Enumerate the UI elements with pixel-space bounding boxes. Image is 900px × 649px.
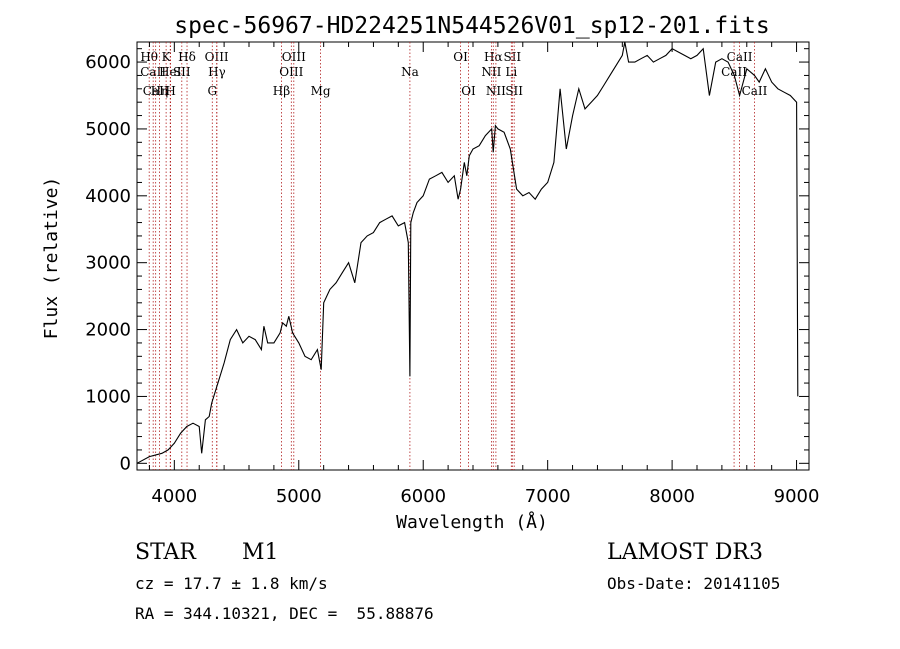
obs-date: Obs-Date: 20141105 bbox=[607, 574, 781, 593]
survey-name: LAMOST DR3 bbox=[607, 540, 763, 565]
spectral-line-label: SII bbox=[505, 84, 523, 98]
x-tick-label: 8000 bbox=[649, 486, 695, 507]
spectral-line-label: CaII bbox=[742, 84, 768, 98]
y-tick-label: 6000 bbox=[85, 52, 131, 73]
spectral-line-label: Na bbox=[401, 65, 419, 79]
spectral-line-label: HeI bbox=[159, 65, 182, 79]
spectrum-series-line bbox=[136, 41, 799, 464]
x-tick-label: 4000 bbox=[151, 486, 197, 507]
spectral-line-label: OI bbox=[461, 84, 476, 98]
spectral-line-label: CaII bbox=[727, 50, 753, 64]
spectral-line-label: NII bbox=[481, 65, 501, 79]
spectral-line-label: SII bbox=[173, 65, 191, 79]
spectral-line-label: OIII bbox=[279, 65, 303, 79]
spectral-line-label: CaII bbox=[143, 84, 169, 98]
spectral-line-label: NII bbox=[486, 84, 506, 98]
x-tick-label: 9000 bbox=[774, 486, 820, 507]
y-tick-label: 5000 bbox=[85, 119, 131, 140]
x-tick-label: 6000 bbox=[400, 486, 446, 507]
spectral-line-label: OIII bbox=[282, 50, 306, 64]
spectral-line-label: CaII bbox=[721, 65, 747, 79]
spectral-line-label: Hη bbox=[151, 84, 169, 98]
y-tick-label: 3000 bbox=[85, 253, 131, 274]
x-tick-label: 5000 bbox=[276, 486, 322, 507]
redshift-text: cz = 17.7 ± 1.8 km/s bbox=[135, 574, 328, 593]
spectral-line-label: H bbox=[165, 84, 175, 98]
y-tick-label: 1000 bbox=[85, 386, 131, 407]
object-subclass: M1 bbox=[242, 540, 279, 565]
spectral-line-label: SII bbox=[503, 50, 521, 64]
spectral-line-label: OI bbox=[453, 50, 468, 64]
spectral-line-label: Hθ bbox=[140, 50, 158, 64]
y-tick-label: 0 bbox=[120, 453, 131, 474]
y-tick-label: 2000 bbox=[85, 320, 131, 341]
y-tick-label: 4000 bbox=[85, 186, 131, 207]
y-axis-label: Flux (relative) bbox=[41, 177, 62, 340]
spectral-line-label: K bbox=[162, 50, 172, 64]
x-tick-label: 7000 bbox=[525, 486, 571, 507]
object-class: STAR bbox=[135, 540, 196, 565]
chart-title: spec-56967-HD224251N544526V01_sp12-201.f… bbox=[174, 13, 769, 39]
spectral-line-label: Hα bbox=[484, 50, 503, 64]
spectral-line-label: Hγ bbox=[208, 65, 226, 79]
spectral-line-label: Hβ bbox=[273, 84, 290, 98]
spectral-line-label: Li bbox=[505, 65, 517, 79]
plot-frame bbox=[136, 41, 810, 471]
x-axis-label: Wavelength (Å) bbox=[396, 511, 548, 533]
spectral-line-label: CaII bbox=[140, 65, 166, 79]
spectral-line-label: G bbox=[207, 84, 217, 98]
spectral-line-label: Hδ bbox=[178, 50, 196, 64]
spectral-line-label: Mg bbox=[311, 84, 331, 98]
axis-ticks: 4000 5000 6000 7000 8000 9000 0 1000 2000 3000 400… bbox=[85, 42, 819, 507]
coordinates: RA = 344.10321, DEC = 55.88876 bbox=[135, 604, 434, 623]
